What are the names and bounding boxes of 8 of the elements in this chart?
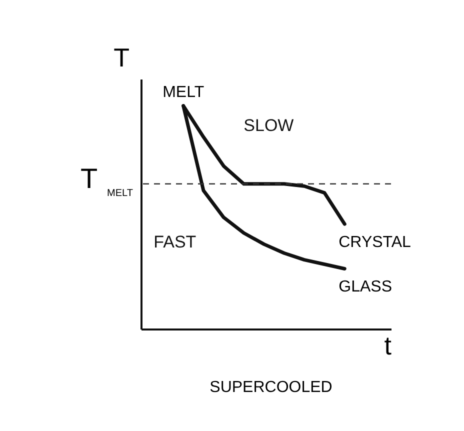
text: MELT — [162, 84, 204, 101]
y-axis-title: T — [114, 42, 130, 72]
x-axis-title: t — [384, 330, 392, 360]
series-label: FAST — [154, 232, 196, 252]
annotation: CRYSTAL — [338, 234, 412, 252]
annotation: GLASS — [338, 278, 392, 296]
text: SUPERCOOLED — [210, 379, 332, 396]
text: SLOW — [244, 116, 294, 136]
